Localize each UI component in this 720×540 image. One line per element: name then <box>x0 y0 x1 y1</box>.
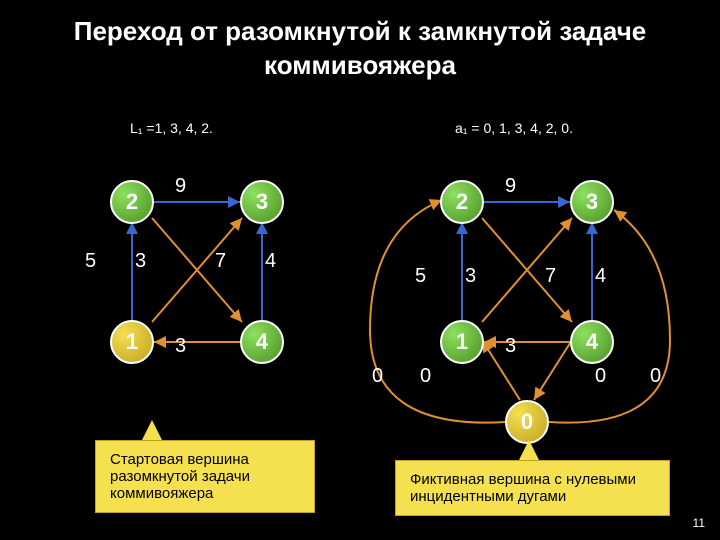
edge-weight: 0 <box>420 365 431 388</box>
edge-weight: 3 <box>175 335 186 358</box>
edge-weight: 4 <box>265 250 276 273</box>
edge-weight: 3 <box>505 335 516 358</box>
edge-weight: 7 <box>215 250 226 273</box>
right-formula: a₁ = 0, 1, 3, 4, 2, 0. <box>455 120 573 136</box>
edge-weight: 5 <box>85 250 96 273</box>
graph-node: 2 <box>110 180 154 224</box>
edge-weight: 5 <box>415 265 426 288</box>
graph-node: 4 <box>570 320 614 364</box>
edge-weight: 4 <box>595 265 606 288</box>
graph-node: 3 <box>240 180 284 224</box>
graph-node: 0 <box>505 400 549 444</box>
edge-weight: 9 <box>175 175 186 198</box>
callout-left: Стартовая вершина разомкнутой задачи ком… <box>95 440 315 513</box>
graph-node: 3 <box>570 180 614 224</box>
page-number: 11 <box>693 516 705 530</box>
left-formula: L₁ =1, 3, 4, 2. <box>130 120 213 136</box>
edge-weight: 3 <box>135 250 146 273</box>
edge-weight: 0 <box>595 365 606 388</box>
edge-weight: 0 <box>372 365 383 388</box>
graph-node: 1 <box>110 320 154 364</box>
edge-weight: 0 <box>650 365 661 388</box>
callout-right: Фиктивная вершина с нулевыми инцидентным… <box>395 460 670 516</box>
edge-weight: 9 <box>505 175 516 198</box>
graph-node: 2 <box>440 180 484 224</box>
edge-weight: 7 <box>545 265 556 288</box>
graph-node: 4 <box>240 320 284 364</box>
edge-weight: 3 <box>465 265 476 288</box>
slide-title: Переход от разомкнутой к замкнутой задач… <box>0 0 720 83</box>
graph-node: 1 <box>440 320 484 364</box>
